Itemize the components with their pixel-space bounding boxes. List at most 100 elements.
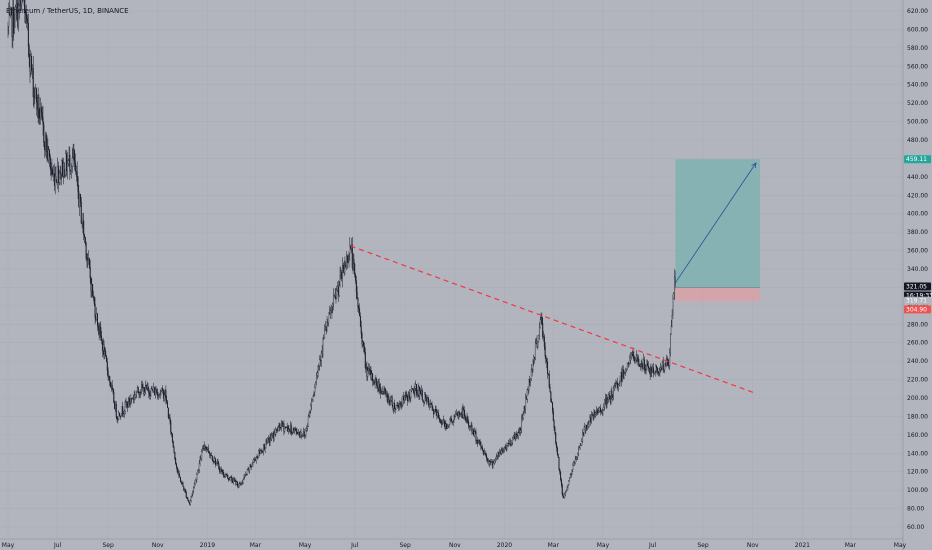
candle-body: [528, 379, 530, 391]
candle-body: [518, 428, 520, 433]
candle-body: [269, 436, 271, 444]
candle-body: [272, 433, 273, 437]
candle-body: [610, 391, 612, 403]
candle-body: [145, 385, 147, 393]
candle-body: [492, 461, 494, 466]
candle-body: [500, 450, 502, 454]
candle-body: [143, 387, 145, 395]
candle-body: [103, 344, 105, 358]
candle-body: [48, 149, 50, 161]
candle-body: [636, 354, 638, 361]
price-tick-label: 120.00: [907, 469, 928, 476]
candle-body: [116, 416, 118, 420]
candle-body: [66, 153, 68, 172]
candle-body: [336, 290, 338, 299]
candle-body: [230, 477, 232, 479]
candle-body: [178, 470, 180, 476]
candle-body: [517, 432, 519, 437]
candle-body: [88, 258, 90, 261]
candle-body: [267, 438, 269, 440]
candle-body: [27, 18, 29, 24]
candle-body: [176, 467, 178, 473]
candle-body: [508, 439, 510, 445]
candle-body: [550, 391, 552, 402]
candle-body: [189, 502, 190, 505]
candle-body: [329, 310, 331, 314]
candle-body: [598, 410, 600, 413]
candle-body: [544, 346, 546, 357]
candle-body: [527, 389, 529, 391]
candle-body: [159, 393, 161, 395]
candle-body: [372, 380, 374, 382]
candle-body: [662, 361, 664, 370]
candle-body: [407, 392, 409, 402]
candle-body: [59, 172, 61, 179]
candle-body: [332, 303, 334, 307]
candle-body: [317, 366, 319, 373]
candle-body: [450, 418, 452, 420]
candle-body: [587, 423, 589, 427]
candle-body: [604, 399, 606, 408]
candle-body: [490, 461, 492, 463]
candle-body: [640, 364, 642, 368]
candle-body: [75, 163, 77, 172]
price-label-badge: [904, 305, 931, 314]
candle-body: [286, 426, 288, 428]
candle-body: [436, 412, 438, 416]
candle-body: [115, 403, 117, 417]
candle-body: [639, 364, 641, 367]
candle-body: [355, 280, 357, 293]
candle-body: [251, 464, 253, 467]
candle-body: [656, 367, 658, 372]
candle-body: [37, 97, 39, 110]
candle-body: [321, 351, 323, 354]
candle-body: [412, 388, 413, 390]
candle-body: [638, 358, 640, 365]
candle-body: [282, 423, 284, 427]
candle-body: [664, 363, 666, 370]
price-axis[interactable]: 620.00 600.00 580.00 560.00 540.00 520.00 500.…: [907, 8, 928, 531]
candle-body: [110, 382, 112, 388]
candle-body: [488, 459, 490, 465]
candle-body: [642, 363, 644, 369]
price-label-text: 304.90: [906, 306, 927, 313]
candle-body: [315, 382, 317, 388]
candle-body: [670, 334, 671, 354]
candle-body: [118, 412, 120, 420]
candle-body: [432, 407, 434, 411]
candle-body: [460, 413, 461, 415]
candle-body: [491, 462, 493, 466]
candle-body: [592, 414, 594, 419]
candle-body: [343, 268, 345, 273]
candle-body: [420, 390, 422, 395]
candle-body: [558, 457, 560, 470]
candle-body: [88, 258, 90, 268]
candle-body: [447, 425, 449, 427]
stop-zone[interactable]: [675, 287, 761, 302]
candle-body: [627, 363, 629, 365]
candle-body: [104, 350, 106, 358]
candle-body: [148, 388, 150, 393]
candle-body: [572, 465, 574, 470]
candle-body: [168, 417, 170, 419]
candle-body: [600, 407, 601, 412]
candle-body: [423, 401, 425, 403]
candle-body: [18, 5, 20, 27]
candle-body: [197, 470, 199, 475]
candle-body: [355, 274, 356, 281]
candle-body: [400, 402, 402, 406]
candle-body: [97, 313, 99, 327]
target-zone[interactable]: [675, 159, 761, 288]
price-label-text: 319.71: [906, 298, 927, 305]
candle-body: [446, 423, 448, 429]
projection-arrow[interactable]: [675, 162, 757, 284]
candle-body: [501, 450, 503, 452]
candle-body: [626, 363, 628, 369]
time-axis[interactable]: May Jul Sep Nov 2019 Mar May Jul Sep Nov 2020 Mar Ma…: [2, 542, 907, 549]
candle-body: [204, 444, 206, 449]
candle-body: [135, 394, 137, 398]
candle-body: [184, 489, 186, 491]
